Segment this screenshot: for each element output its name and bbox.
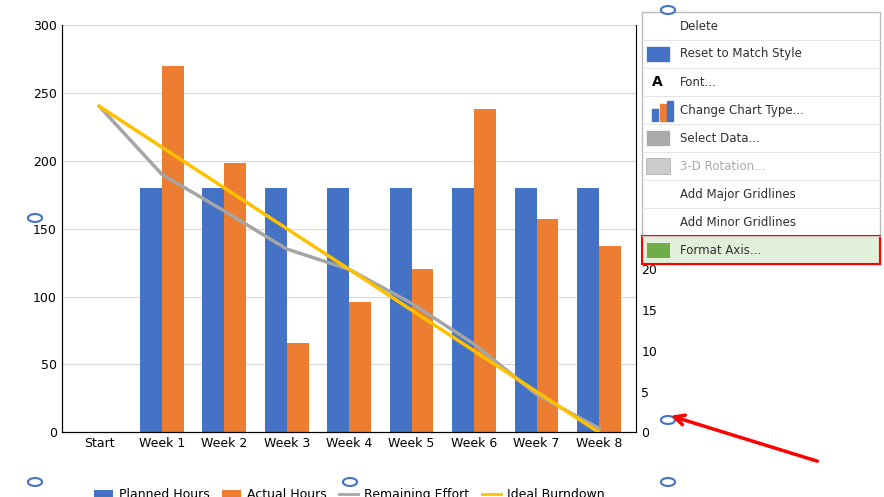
Text: A: A bbox=[652, 75, 662, 89]
Text: Change Chart Type...: Change Chart Type... bbox=[680, 103, 804, 116]
Legend: Planned Hours, Actual Hours, Remaining Effort, Ideal Burndown: Planned Hours, Actual Hours, Remaining E… bbox=[88, 484, 610, 497]
Text: Delete: Delete bbox=[680, 19, 719, 32]
Bar bbox=[599, 247, 621, 432]
Bar bbox=[225, 164, 246, 432]
Bar bbox=[140, 188, 162, 432]
Text: Add Major Gridlines: Add Major Gridlines bbox=[680, 187, 796, 200]
Text: Select Data...: Select Data... bbox=[680, 132, 759, 145]
Bar bbox=[162, 66, 184, 432]
Bar bbox=[265, 188, 286, 432]
Bar bbox=[327, 188, 349, 432]
Bar bbox=[453, 188, 474, 432]
Text: Font...: Font... bbox=[680, 76, 717, 88]
Bar bbox=[577, 188, 599, 432]
Text: Reset to Match Style: Reset to Match Style bbox=[680, 48, 802, 61]
Text: 3-D Rotation...: 3-D Rotation... bbox=[680, 160, 766, 172]
Bar bbox=[202, 188, 225, 432]
Bar bbox=[474, 109, 496, 432]
Text: Format Axis...: Format Axis... bbox=[680, 244, 761, 256]
Text: Add Minor Gridlines: Add Minor Gridlines bbox=[680, 216, 796, 229]
Bar bbox=[537, 219, 559, 432]
Bar bbox=[514, 188, 537, 432]
Bar bbox=[286, 343, 309, 432]
Bar bbox=[349, 302, 371, 432]
Bar bbox=[412, 269, 433, 432]
Bar bbox=[390, 188, 412, 432]
